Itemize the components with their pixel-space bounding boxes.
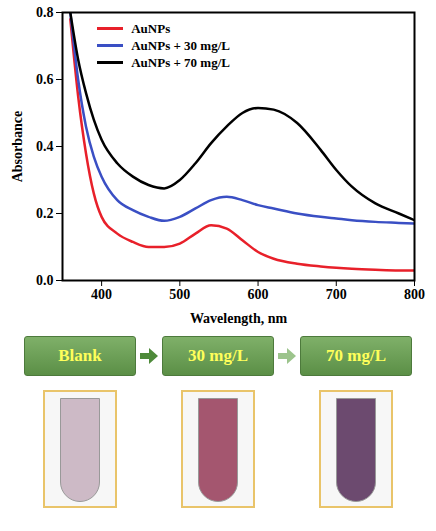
html-text:AuNPs + 70 mg/L: AuNPs + 70 mg/L: [131, 55, 230, 70]
svg-text:0.8: 0.8: [36, 5, 54, 20]
svg-text:0.4: 0.4: [36, 139, 54, 154]
svg-text:600: 600: [248, 287, 269, 302]
svg-text:0.2: 0.2: [36, 206, 54, 221]
svg-text:0.0: 0.0: [36, 273, 54, 288]
svg-text:500: 500: [169, 287, 190, 302]
svg-text:400: 400: [91, 287, 112, 302]
svg-text:Wavelength, nm: Wavelength, nm: [190, 311, 288, 326]
html-text:70 mg/L: 70 mg/L: [326, 346, 386, 365]
svg-text:700: 700: [326, 287, 347, 302]
html-text:Blank: Blank: [58, 346, 102, 365]
html-text:AuNPs: AuNPs: [131, 21, 171, 36]
svg-text:Absorbance: Absorbance: [10, 111, 25, 183]
svg-text:800: 800: [404, 287, 425, 302]
html-text:30 mg/L: 30 mg/L: [188, 346, 248, 365]
html-text:AuNPs + 30 mg/L: AuNPs + 30 mg/L: [131, 38, 230, 53]
svg-text:0.6: 0.6: [36, 72, 54, 87]
